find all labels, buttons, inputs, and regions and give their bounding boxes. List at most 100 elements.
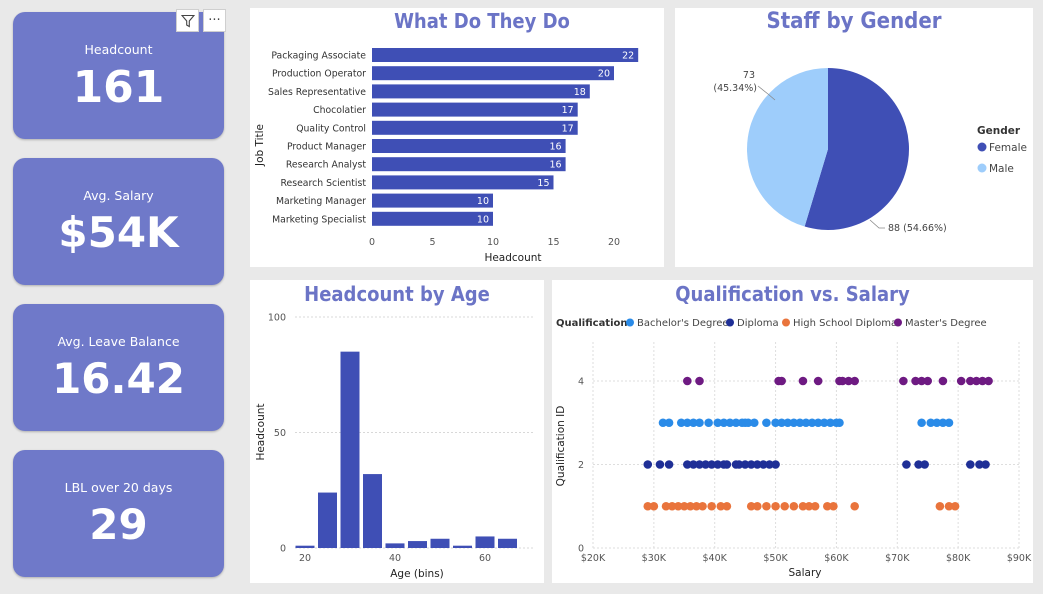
category-label: Packaging Associate	[271, 51, 366, 62]
scatter-point	[950, 501, 960, 511]
x-tick-label: $60K	[824, 553, 849, 564]
gender-chart-panel[interactable]: Staff by Gender 88 (54.66%) 73 (45.34%) Gen…	[675, 8, 1033, 267]
bar	[363, 474, 382, 548]
y-tick-label: 50	[274, 428, 286, 439]
x-tick-label: 40	[389, 553, 401, 564]
scatter-point	[771, 418, 780, 428]
y-axis-label: Qualification ID	[555, 406, 567, 487]
scatter-point	[673, 501, 683, 511]
scatter-point	[780, 501, 789, 511]
data-label: 15	[537, 178, 549, 189]
data-label: (45.34%)	[713, 83, 757, 94]
pie-slice	[747, 68, 828, 227]
x-tick-label: 5	[429, 237, 435, 248]
scatter-point	[935, 501, 945, 511]
data-label: 16	[550, 160, 562, 171]
qualification-chart-panel[interactable]: Qualification vs. Salary $20K $30K $40K $50…	[552, 280, 1033, 583]
bar	[372, 175, 554, 190]
x-tick-label: $70K	[885, 553, 910, 564]
kpi-card-lbl-over-20-days[interactable]: LBL over 20 days 29	[13, 450, 224, 577]
legend-marker	[626, 318, 634, 327]
scatter-point	[689, 460, 698, 469]
gender-pie-chart: 88 (54.66%) 73 (45.34%) Gender Female Male	[713, 68, 1027, 234]
legend-marker	[726, 318, 734, 327]
age-histogram-chart: 0 50 100 20 40 60 Age (bins) Headcount	[255, 313, 535, 580]
scatter-point	[902, 460, 911, 469]
bar	[498, 538, 517, 548]
data-label: 18	[574, 87, 586, 98]
scatter-point	[667, 501, 677, 511]
more-options-icon[interactable]: ···	[203, 9, 226, 32]
scatter-point	[695, 460, 704, 469]
visual-toolbar: ···	[176, 9, 226, 32]
x-axis-label: Age (bins)	[390, 568, 444, 580]
scatter-point	[798, 376, 808, 386]
kpi-card-avg-leave-balance[interactable]: Avg. Leave Balance 16.42	[13, 304, 224, 431]
kpi-card-headcount[interactable]: Headcount 161	[13, 12, 224, 139]
x-tick-label: 60	[479, 553, 491, 564]
bar	[372, 157, 566, 172]
x-tick-label: $30K	[642, 553, 667, 564]
scatter-point	[972, 376, 981, 386]
bar	[372, 66, 614, 81]
scatter-point	[683, 376, 692, 386]
scatter-point	[966, 460, 975, 469]
scatter-point	[683, 418, 692, 428]
data-label: 73	[743, 70, 755, 81]
data-label: 88 (54.66%)	[888, 223, 947, 234]
kpi-card-avg-salary[interactable]: Avg. Salary $54K	[13, 158, 224, 285]
scatter-point	[771, 460, 780, 469]
data-label: 20	[598, 69, 610, 80]
scatter-point	[765, 460, 774, 469]
legend-label: Master's Degree	[905, 318, 987, 329]
job-title-chart-panel[interactable]: What Do They Do Packaging Associate 22 Pro…	[250, 8, 664, 267]
category-label: Chocolatier	[313, 105, 366, 116]
scatter-point	[975, 460, 984, 469]
age-chart-panel[interactable]: Headcount by Age 0 50 100 20 40 60 Age (bins) H…	[250, 280, 544, 583]
scatter-point	[829, 501, 838, 511]
scatter-point	[722, 460, 732, 469]
scatter-point	[771, 501, 780, 511]
legend-marker	[977, 163, 987, 173]
scatter-point	[911, 376, 920, 386]
bar	[372, 48, 639, 62]
scatter-point	[917, 418, 926, 428]
scatter-point	[810, 501, 820, 511]
scatter-point	[707, 501, 716, 511]
data-label: 10	[477, 214, 489, 225]
scatter-point	[850, 376, 859, 386]
scatter-point	[740, 460, 750, 469]
kpi-label: Avg. Salary	[83, 188, 154, 203]
data-label: 16	[550, 142, 562, 153]
kpi-label: LBL over 20 days	[64, 480, 173, 495]
scatter-point	[643, 501, 653, 511]
scatter-point	[917, 376, 926, 386]
filter-icon[interactable]	[176, 9, 199, 32]
scatter-point	[938, 376, 948, 386]
legend-label: High School Diploma	[793, 318, 897, 329]
bar	[318, 492, 337, 548]
scatter-point	[798, 501, 808, 511]
scatter-point	[932, 418, 942, 428]
scatter-point	[719, 418, 729, 428]
x-tick-label: 15	[547, 237, 559, 248]
scatter-point	[695, 418, 704, 428]
scatter-point	[679, 501, 689, 511]
scatter-point	[649, 501, 659, 511]
y-tick-label: 2	[578, 460, 584, 471]
scatter-point	[749, 418, 759, 428]
scatter-point	[838, 376, 847, 386]
scatter-point	[655, 460, 665, 469]
category-label: Production Operator	[272, 69, 366, 80]
kpi-label: Avg. Leave Balance	[57, 334, 180, 349]
x-tick-label: $80K	[946, 553, 971, 564]
scatter-point	[762, 501, 771, 511]
chart-title: Qualification vs. Salary	[675, 282, 910, 306]
scatter-point	[777, 376, 786, 386]
x-tick-label: 10	[487, 237, 499, 248]
scatter-point	[664, 460, 674, 469]
scatter-point	[923, 376, 933, 386]
scatter-point	[956, 376, 966, 386]
chart-title: Staff by Gender	[766, 9, 942, 34]
scatter-point	[981, 460, 990, 469]
